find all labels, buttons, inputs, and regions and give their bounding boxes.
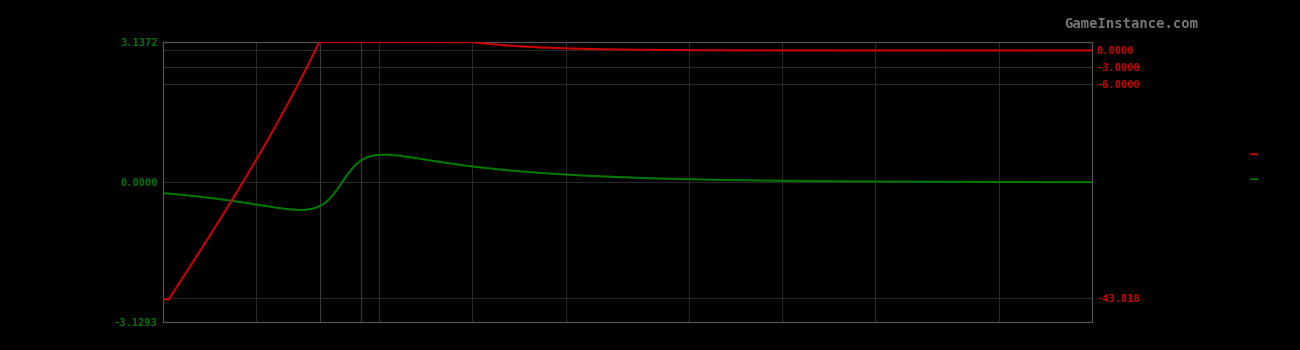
Text: —: — bbox=[1251, 147, 1258, 161]
Text: GameInstance.com: GameInstance.com bbox=[1063, 18, 1199, 32]
Text: —: — bbox=[1251, 172, 1258, 186]
